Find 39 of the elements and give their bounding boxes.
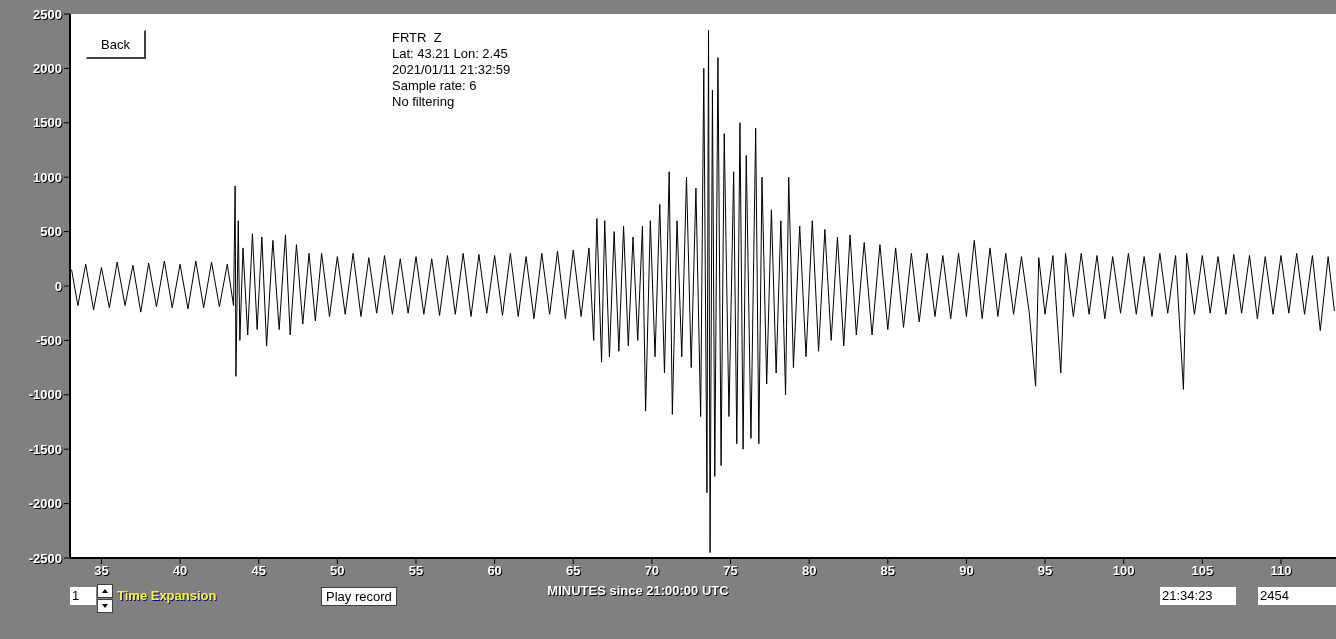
x-tick-label: 110 bbox=[1270, 563, 1292, 579]
y-tick-label: 500 bbox=[40, 224, 62, 240]
x-tick-label: 40 bbox=[172, 563, 188, 579]
annotation: Sample rate: 6 bbox=[392, 78, 478, 94]
number-field: 1 bbox=[70, 587, 96, 605]
y-tick-label: -2500 bbox=[28, 550, 62, 566]
x-tick-label: 90 bbox=[959, 563, 974, 579]
time-field: 21:34:23 bbox=[1160, 587, 1236, 605]
text: Time Expansion bbox=[117, 588, 217, 603]
count-field: 2454 bbox=[1258, 587, 1336, 605]
x-axis-title: MINUTES since 21:00:00 UTC bbox=[547, 583, 729, 598]
x-tick-label: 80 bbox=[801, 563, 817, 579]
x-tick-label: 85 bbox=[880, 563, 896, 579]
x-tick-label: 60 bbox=[487, 563, 502, 579]
x-tick-label: 65 bbox=[566, 563, 581, 579]
annotation: Lat: 43.21 Lon: 2.45 bbox=[392, 46, 509, 62]
y-tick-label: 1500 bbox=[33, 115, 62, 131]
y-tick-label: 0 bbox=[54, 278, 62, 294]
x-tick-label: 100 bbox=[1112, 563, 1135, 579]
back-button: Back bbox=[86, 30, 146, 59]
y-tick-label: -2000 bbox=[28, 496, 62, 512]
y-tick-label: -500 bbox=[35, 333, 62, 349]
x-tick-label: 50 bbox=[330, 563, 345, 579]
y-tick-label: 2500 bbox=[33, 6, 62, 22]
x-tick-label: 45 bbox=[251, 563, 266, 579]
x-tick-label: 75 bbox=[723, 563, 738, 579]
y-tick-label: -1000 bbox=[28, 387, 62, 403]
annotation: No filtering bbox=[392, 94, 456, 110]
x-tick-label: 95 bbox=[1037, 563, 1053, 579]
y-tick-label: 1000 bbox=[33, 169, 62, 185]
x-tick-label: 70 bbox=[644, 563, 660, 579]
x-tick-label: 55 bbox=[408, 563, 424, 579]
annotation: 2021/01/11 21:32:59 bbox=[392, 62, 511, 78]
x-tick-label: 105 bbox=[1191, 563, 1214, 579]
annotation: FRTR Z bbox=[392, 30, 443, 46]
play-button: Play record bbox=[321, 587, 397, 606]
y-tick-label: 2000 bbox=[33, 61, 62, 77]
y-tick-label: -1500 bbox=[28, 441, 62, 457]
x-tick-label: 35 bbox=[94, 563, 109, 579]
